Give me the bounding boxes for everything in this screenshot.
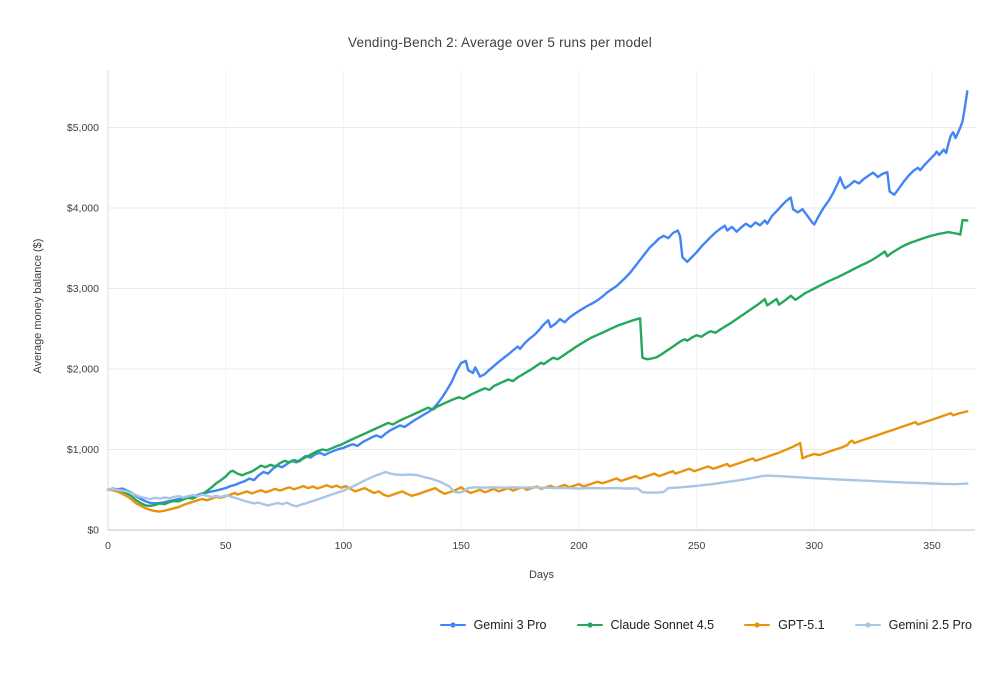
- series-line-gemini-3-pro: [106, 90, 969, 505]
- legend-item-claude-sonnet-4-5: Claude Sonnet 4.5: [576, 618, 715, 632]
- series-line-gpt-5-1: [106, 410, 969, 513]
- series-line-claude-sonnet-4-5: [106, 218, 969, 508]
- y-axis-title: Average money balance ($): [32, 238, 44, 374]
- legend-marker-gemini-3-pro-icon: [439, 622, 466, 628]
- legend-item-gemini-2-5-pro: Gemini 2.5 Pro: [854, 618, 972, 632]
- legend-item-gemini-3-pro: Gemini 3 Pro: [439, 618, 547, 632]
- data-series: [106, 90, 969, 513]
- y-tick-label: $2,000: [67, 364, 99, 376]
- x-tick-label: 100: [335, 540, 353, 552]
- y-tick-label: $5,000: [67, 122, 99, 134]
- legend-marker-claude-sonnet-4-5-icon: [576, 622, 603, 628]
- legend-item-gpt-5-1: GPT-5.1: [744, 618, 825, 632]
- chart-title: Vending-Bench 2: Average over 5 runs per…: [348, 35, 652, 50]
- y-tick-label: $3,000: [67, 283, 99, 295]
- series-line-gemini-2-5-pro: [106, 470, 969, 508]
- y-tick-label: $1,000: [67, 444, 99, 456]
- y-tick-label: $0: [87, 525, 99, 537]
- legend: Gemini 3 Pro Claude Sonnet 4.5 GPT-5.1 Gemi…: [439, 618, 972, 632]
- x-tick-label: 0: [105, 540, 111, 552]
- legend-label: GPT-5.1: [778, 618, 825, 632]
- legend-marker-gemini-2-5-pro-icon: [854, 622, 881, 628]
- axes: [107, 70, 975, 531]
- x-tick-label: 250: [688, 540, 706, 552]
- x-tick-label: 350: [923, 540, 941, 552]
- x-tick-label: 150: [452, 540, 470, 552]
- legend-label: Gemini 3 Pro: [473, 618, 547, 632]
- x-axis-title: Days: [528, 569, 555, 581]
- x-tick-label: 200: [570, 540, 588, 552]
- legend-marker-gpt-5-1-icon: [744, 622, 771, 628]
- legend-label: Gemini 2.5 Pro: [888, 618, 972, 632]
- y-tick-label: $4,000: [67, 203, 99, 215]
- x-tick-label: 50: [220, 540, 232, 552]
- gridlines: [108, 70, 975, 530]
- legend-label: Claude Sonnet 4.5: [610, 618, 715, 632]
- tick-labels: $0 $1,000 $2,000 $3,000 $4,000 $5,000 0 50 100 15…: [67, 122, 941, 552]
- x-tick-label: 300: [806, 540, 824, 552]
